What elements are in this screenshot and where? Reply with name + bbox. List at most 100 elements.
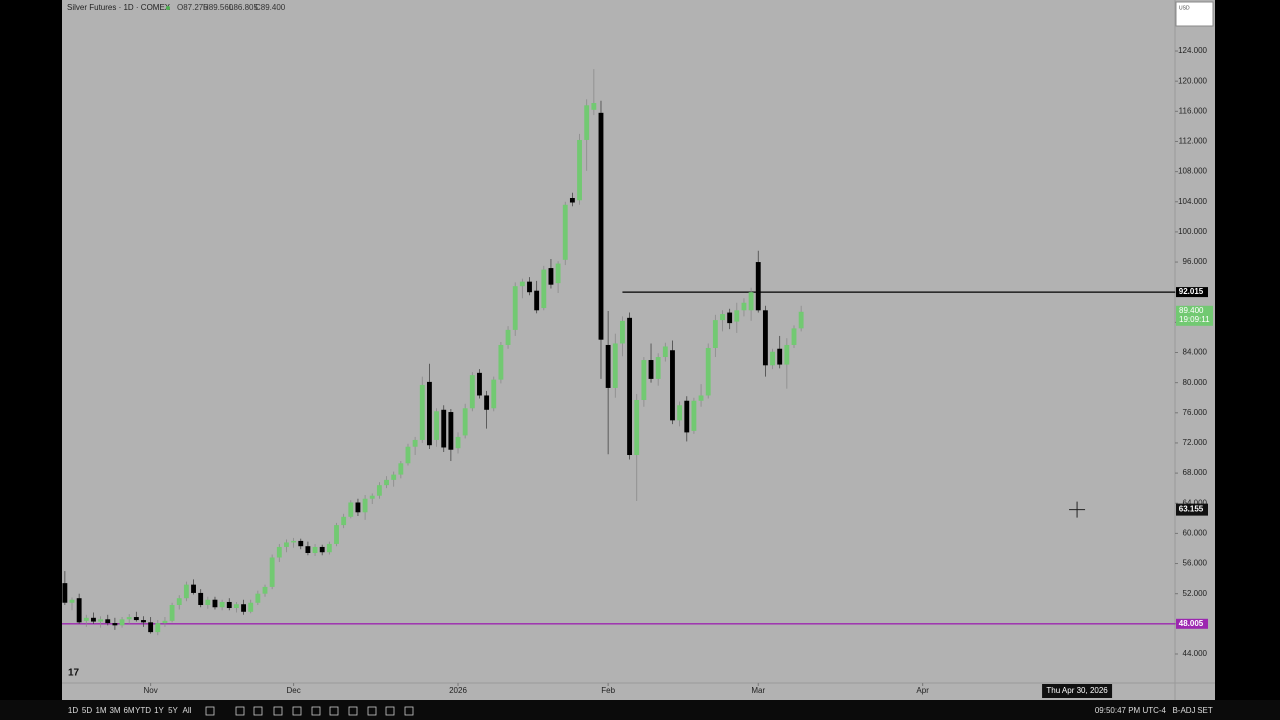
candle-body xyxy=(541,269,547,309)
y-tick-label: 124.000 xyxy=(1178,46,1207,55)
candle-body xyxy=(76,598,82,623)
y-tick-label: 56.000 xyxy=(1183,559,1208,568)
tool-icon[interactable] xyxy=(235,706,245,716)
candle-body xyxy=(284,542,289,547)
candle-body xyxy=(412,439,418,447)
tool-icon[interactable] xyxy=(367,706,377,716)
tool-icon[interactable] xyxy=(348,706,358,716)
candle-body xyxy=(641,360,647,400)
candle-body xyxy=(62,583,68,603)
candle-body xyxy=(262,586,268,594)
tool-icon[interactable] xyxy=(253,706,263,716)
interval-button[interactable]: 1Y xyxy=(154,706,164,715)
interval-button[interactable]: 1M xyxy=(95,706,106,715)
candle-body xyxy=(226,601,232,609)
y-tick-label: 120.000 xyxy=(1178,76,1207,85)
candle-body xyxy=(762,310,768,366)
tool-icon[interactable] xyxy=(385,706,395,716)
candle-body xyxy=(462,408,468,436)
crosshair-price-box xyxy=(1176,503,1208,516)
candle-body xyxy=(176,598,182,605)
candle-body xyxy=(219,601,225,608)
interval-button[interactable]: 3M xyxy=(109,706,120,715)
interval-button[interactable]: 6M xyxy=(123,706,134,715)
countdown: 19:09:11 xyxy=(1179,315,1210,324)
y-tick-label: 52.000 xyxy=(1183,589,1208,598)
crosshair-date-box xyxy=(1042,684,1113,698)
price-label: 48.005 xyxy=(1179,619,1204,628)
ohlc-label: L86.805 xyxy=(229,3,258,12)
candle-body xyxy=(684,400,690,433)
candle-body xyxy=(491,379,497,409)
candle-body xyxy=(455,436,461,449)
interval-button[interactable]: YTD xyxy=(135,706,151,715)
interval-button[interactable]: All xyxy=(183,706,192,715)
candle-body xyxy=(670,350,675,421)
tool-icon[interactable] xyxy=(292,706,302,716)
currency-box[interactable] xyxy=(1175,1,1214,27)
x-tick-label: Feb xyxy=(601,686,615,695)
candle-body xyxy=(655,357,661,379)
candle-body xyxy=(784,344,790,365)
candle-body xyxy=(620,320,625,344)
tool-icon[interactable] xyxy=(311,706,321,716)
price-label-box xyxy=(1176,618,1208,629)
candle-body xyxy=(505,329,511,345)
candle-body xyxy=(548,268,554,285)
candle-body xyxy=(369,495,375,499)
crosshair-date: Thu Apr 30, 2026 xyxy=(1046,686,1108,695)
interval-button[interactable]: 1D xyxy=(68,706,78,715)
candle-body xyxy=(755,262,761,311)
candle-body xyxy=(434,411,440,440)
y-tick-label: 104.000 xyxy=(1178,197,1207,206)
candle-body xyxy=(334,525,339,544)
chart-title: Silver Futures · 1D · COMEX xyxy=(67,3,171,12)
y-tick-label: 44.000 xyxy=(1183,649,1208,658)
candle-body xyxy=(648,360,654,379)
candle-body xyxy=(384,479,389,486)
candle-body xyxy=(298,540,304,547)
candle-body xyxy=(612,343,618,388)
candle-body xyxy=(126,617,132,620)
tool-icon[interactable] xyxy=(329,706,339,716)
candle-body xyxy=(777,348,783,365)
candle-body xyxy=(355,502,361,513)
price-label: 92.015 xyxy=(1179,287,1204,296)
adjustment[interactable]: B-ADJ xyxy=(1172,706,1195,715)
interval-button[interactable]: 5Y xyxy=(168,706,178,715)
interval-button[interactable]: 5D xyxy=(82,706,92,715)
y-tick-label: 96.000 xyxy=(1183,257,1208,266)
candle-body xyxy=(555,263,561,284)
candle-body xyxy=(598,112,604,340)
y-tick-label: 64.000 xyxy=(1183,498,1208,507)
bottom-toolbar xyxy=(0,700,1280,720)
tool-icon[interactable] xyxy=(273,706,283,716)
candle-body xyxy=(741,302,747,311)
candle-body xyxy=(720,314,725,321)
tool-icon[interactable] xyxy=(205,706,215,716)
candle-body xyxy=(83,617,89,621)
x-tick-label: Dec xyxy=(286,686,300,695)
candle-body xyxy=(569,197,575,203)
candle-body xyxy=(162,620,168,624)
x-tick-label: 2026 xyxy=(449,686,467,695)
candle-body xyxy=(512,286,518,330)
candle-body xyxy=(312,546,318,553)
candle-body xyxy=(112,623,118,626)
candle-body xyxy=(248,602,254,612)
candle-body xyxy=(605,344,611,388)
candle-body xyxy=(198,592,204,605)
candle-body xyxy=(148,622,154,633)
crosshair-price: 63.155 xyxy=(1179,505,1204,514)
candle-body xyxy=(441,409,447,448)
candle-body xyxy=(469,375,475,409)
candle-body xyxy=(727,312,733,324)
x-tick-label: Nov xyxy=(144,686,158,695)
y-tick-label: 84.000 xyxy=(1183,348,1208,357)
session[interactable]: SET xyxy=(1197,706,1213,715)
tool-icon[interactable] xyxy=(404,706,414,716)
candle-body xyxy=(527,281,532,293)
clock: 09:50:47 PM UTC-4 xyxy=(1095,706,1167,715)
candle-body xyxy=(212,599,218,608)
